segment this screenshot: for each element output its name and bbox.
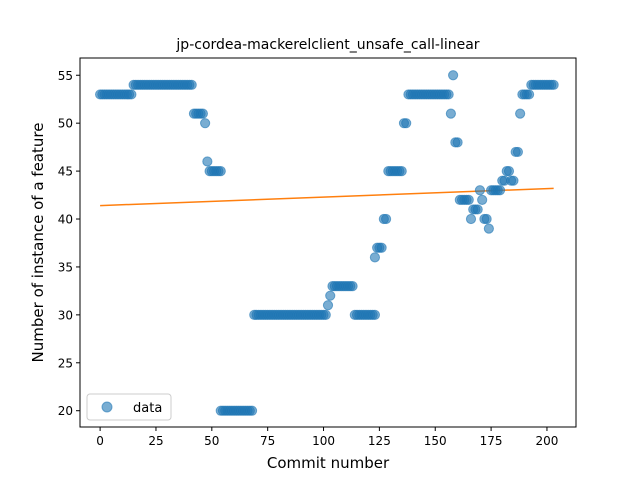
data-point: [370, 310, 379, 319]
data-point: [444, 90, 453, 99]
data-point: [478, 195, 487, 204]
data-point: [466, 214, 475, 223]
x-tick-label: 200: [536, 434, 559, 448]
y-tick-label: 35: [58, 260, 73, 274]
chart-title: jp-cordea-mackerelclient_unsafe_call-lin…: [175, 37, 479, 53]
data-point: [473, 205, 482, 214]
data-point: [203, 157, 212, 166]
data-point: [381, 214, 390, 223]
data-point: [504, 166, 513, 175]
data-point: [323, 301, 332, 310]
data-point: [524, 90, 533, 99]
data-point: [484, 224, 493, 233]
legend-label: data: [133, 401, 162, 416]
data-point: [549, 80, 558, 89]
data-point: [516, 109, 525, 118]
x-tick-label: 125: [368, 434, 391, 448]
legend: data: [87, 394, 171, 420]
x-tick-label: 100: [312, 434, 335, 448]
x-axis-label: Commit number: [267, 454, 390, 472]
data-point: [216, 166, 225, 175]
y-tick-label: 50: [58, 117, 73, 131]
y-tick-label: 20: [58, 404, 73, 418]
data-point: [397, 166, 406, 175]
data-point: [321, 310, 330, 319]
data-point: [446, 109, 455, 118]
y-axis-label: Number of instance of a feature: [29, 123, 47, 363]
x-tick-label: 75: [260, 434, 275, 448]
x-tick-label: 150: [424, 434, 447, 448]
data-point: [495, 186, 504, 195]
data-point: [453, 138, 462, 147]
y-tick-label: 40: [58, 213, 73, 227]
data-point: [348, 282, 357, 291]
data-point: [127, 90, 136, 99]
x-tick-label: 50: [204, 434, 219, 448]
x-tick-label: 175: [480, 434, 503, 448]
data-point: [482, 214, 491, 223]
data-point: [187, 80, 196, 89]
y-tick-label: 55: [58, 69, 73, 83]
data-point: [402, 119, 411, 128]
data-point: [201, 119, 210, 128]
data-point: [247, 406, 256, 415]
x-tick-label: 0: [96, 434, 104, 448]
data-point: [377, 243, 386, 252]
data-point: [370, 253, 379, 262]
data-point: [513, 147, 522, 156]
data-point: [464, 195, 473, 204]
data-point: [509, 176, 518, 185]
data-point: [449, 71, 458, 80]
data-point: [326, 291, 335, 300]
legend-marker: [102, 402, 112, 412]
data-point: [475, 186, 484, 195]
y-tick-label: 45: [58, 165, 73, 179]
x-tick-label: 25: [148, 434, 163, 448]
y-tick-label: 25: [58, 356, 73, 370]
data-point: [198, 109, 207, 118]
y-tick-label: 30: [58, 308, 73, 322]
